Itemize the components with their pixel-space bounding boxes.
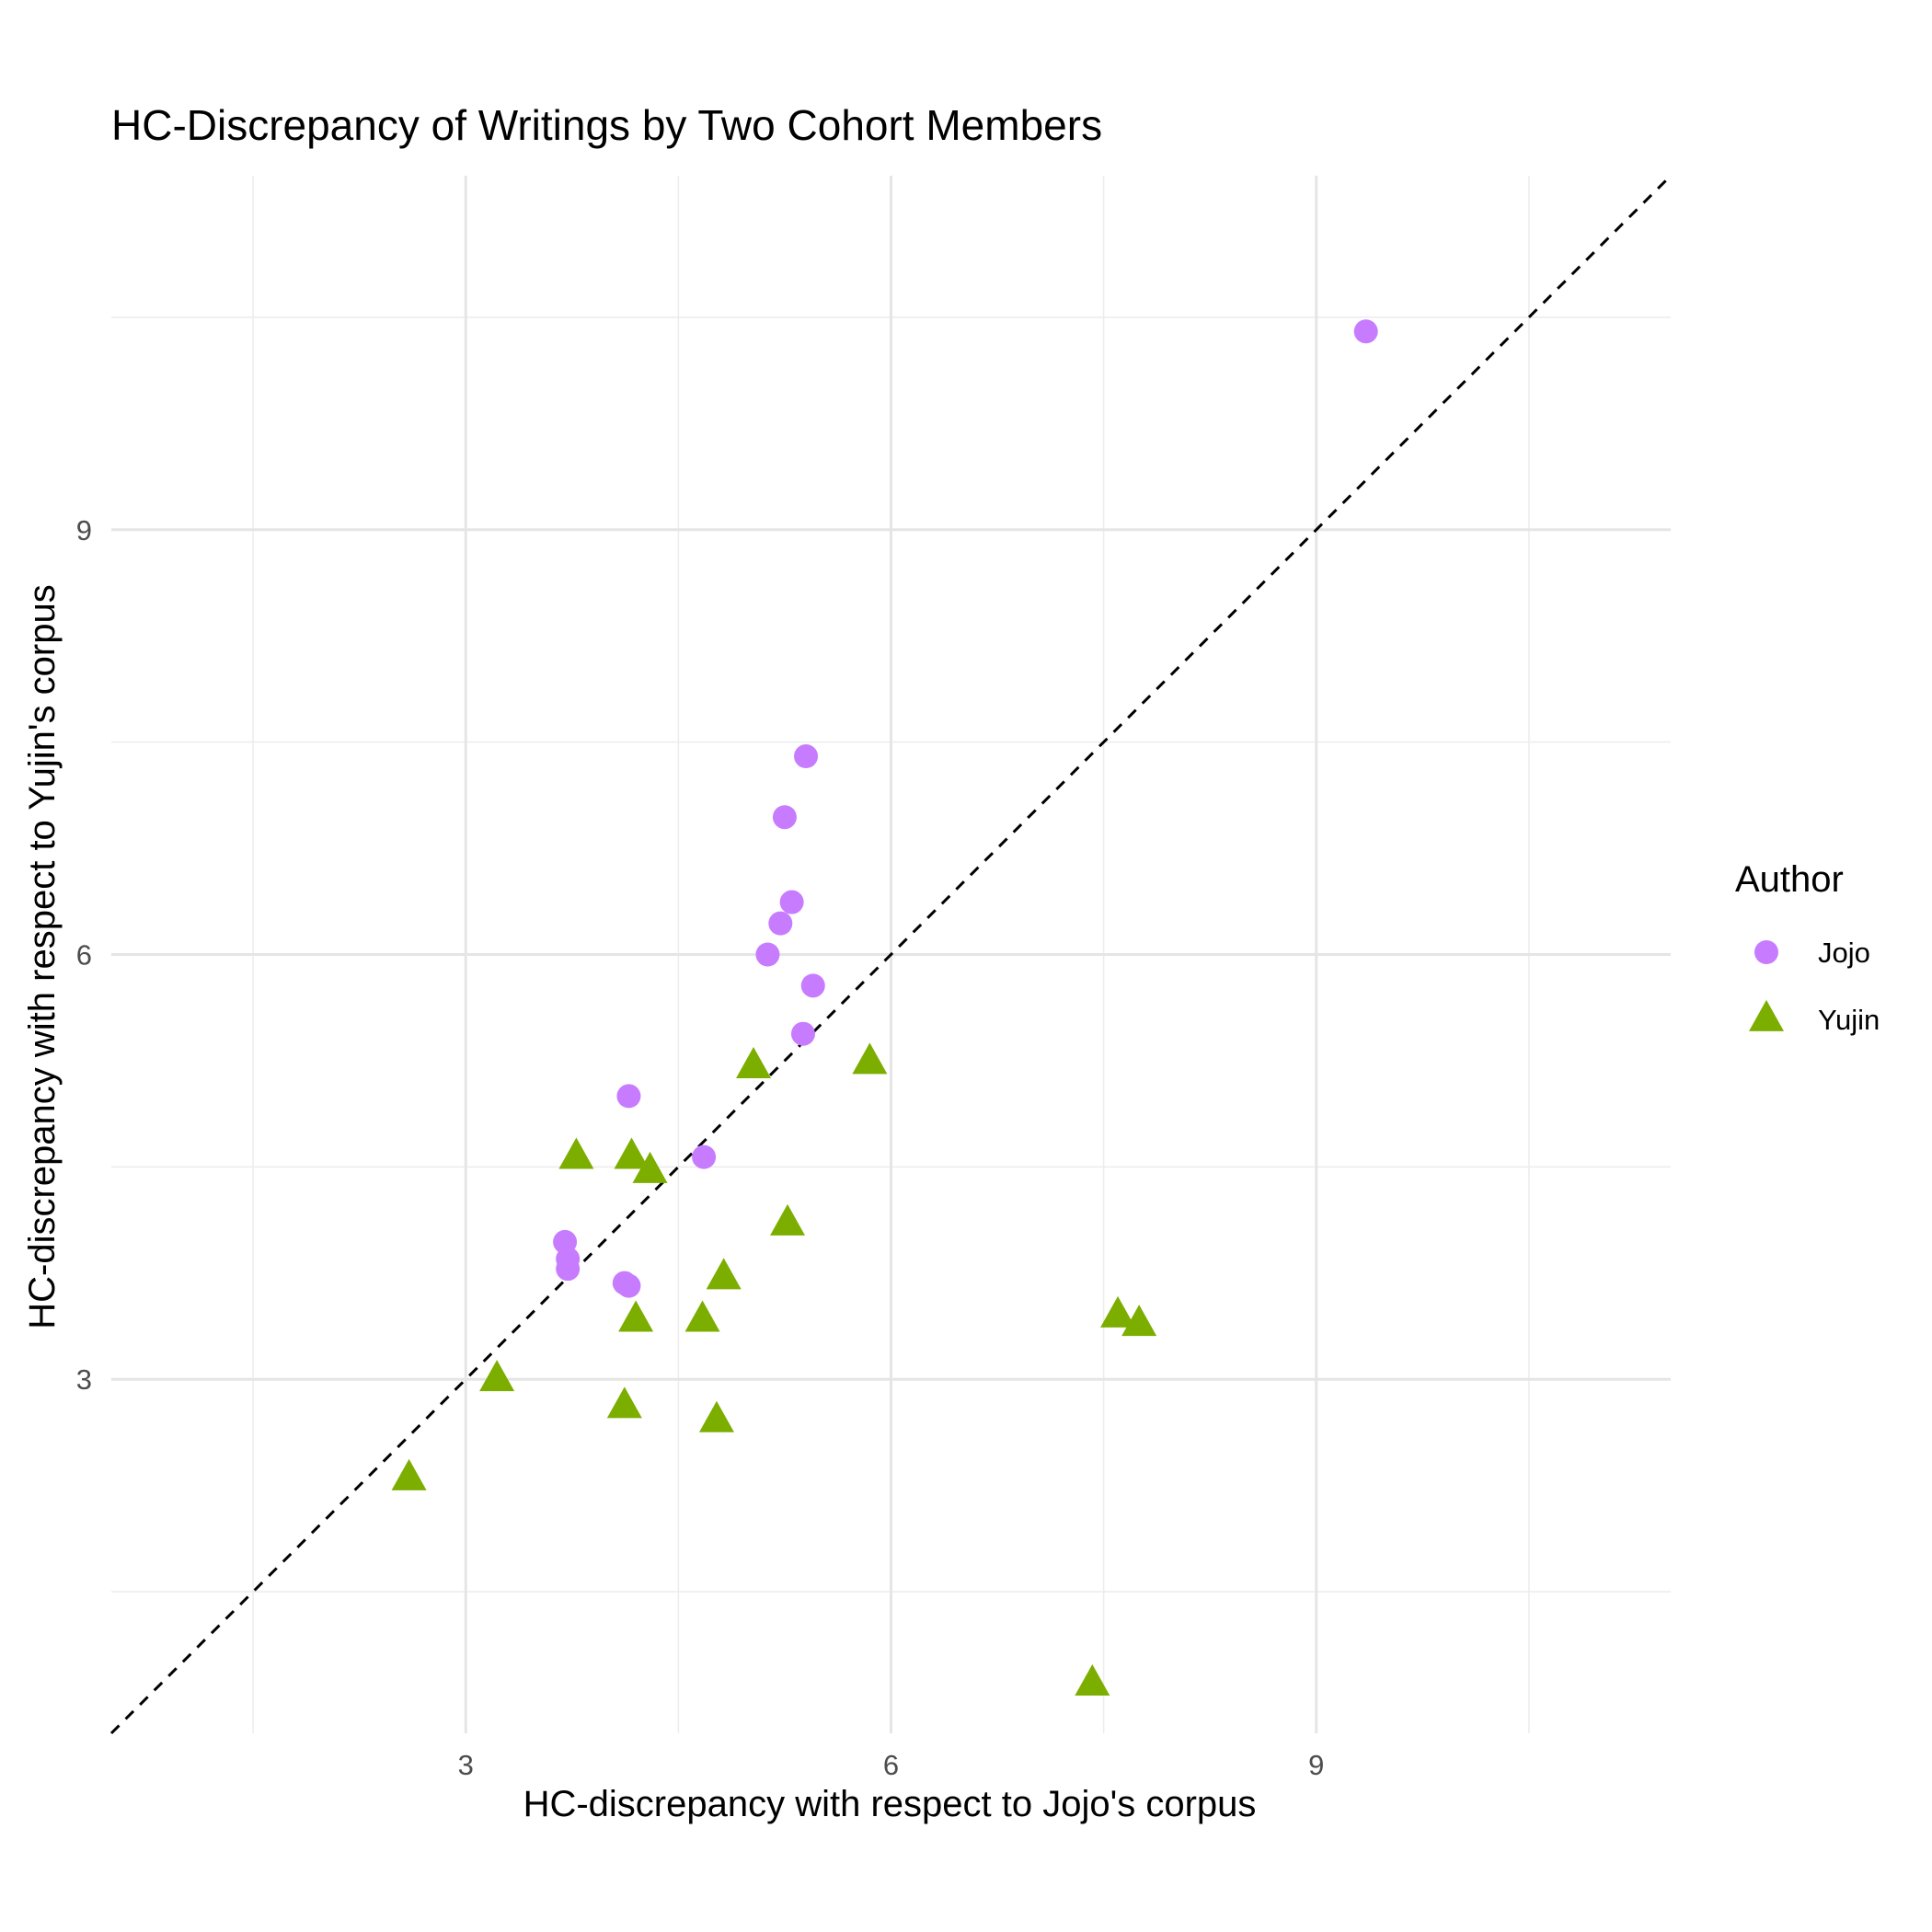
series-jojo xyxy=(553,319,1378,1298)
data-point-jojo xyxy=(692,1144,717,1169)
data-point-yujin xyxy=(684,1300,720,1332)
data-point-jojo xyxy=(794,744,819,769)
x-tick-label: 9 xyxy=(1308,1749,1324,1781)
legend-item-yujin: Yujin xyxy=(1749,999,1880,1036)
series-yujin xyxy=(391,1042,1157,1696)
legend-key-yujin xyxy=(1749,999,1784,1031)
data-point-yujin xyxy=(632,1151,668,1183)
chart-title: HC-Discrepancy of Writings by Two Cohort… xyxy=(111,101,1102,149)
data-point-jojo xyxy=(1353,319,1378,344)
data-point-yujin xyxy=(391,1458,427,1490)
y-axis-title: HC-discrepancy with respect to Yujin's c… xyxy=(22,584,63,1328)
data-point-yujin xyxy=(479,1360,515,1392)
data-point-jojo xyxy=(772,805,797,830)
data-point-yujin xyxy=(618,1300,654,1332)
legend-label: Jojo xyxy=(1818,937,1870,969)
data-point-jojo xyxy=(768,911,793,936)
data-point-yujin xyxy=(770,1203,806,1236)
x-axis-title: HC-discrepancy with respect to Jojo's co… xyxy=(523,1784,1257,1824)
y-tick-label: 9 xyxy=(76,514,92,546)
x-tick-label: 6 xyxy=(883,1749,899,1781)
data-point-jojo xyxy=(800,973,825,998)
data-point-yujin xyxy=(698,1400,734,1432)
reference-line xyxy=(109,174,1673,1735)
data-point-yujin xyxy=(606,1386,642,1419)
data-point-yujin xyxy=(1075,1664,1110,1696)
data-point-yujin xyxy=(852,1042,888,1075)
data-point-jojo xyxy=(616,1084,641,1109)
legend: Author Jojo Yujin xyxy=(1735,859,1880,1036)
legend-key-jojo xyxy=(1754,940,1778,964)
y-tick-label: 6 xyxy=(76,939,92,972)
data-point-yujin xyxy=(1100,1295,1136,1328)
data-point-jojo xyxy=(556,1257,581,1282)
data-point-jojo xyxy=(779,890,804,914)
data-point-yujin xyxy=(706,1258,742,1290)
legend-title: Author xyxy=(1735,859,1844,900)
data-point-yujin xyxy=(558,1137,594,1169)
legend-item-jojo: Jojo xyxy=(1754,937,1870,969)
x-tick-label: 3 xyxy=(458,1749,474,1781)
data-points xyxy=(391,319,1378,1696)
data-point-jojo xyxy=(790,1021,815,1046)
reference-line-group xyxy=(109,174,1673,1735)
legend-label: Yujin xyxy=(1818,1004,1880,1036)
data-point-yujin xyxy=(736,1047,772,1079)
data-point-jojo xyxy=(616,1273,641,1298)
x-axis-ticks: 3 6 9 xyxy=(458,1749,1325,1781)
data-point-yujin xyxy=(614,1137,650,1169)
y-axis-ticks: 3 6 9 xyxy=(76,514,92,1396)
data-point-yujin xyxy=(1121,1305,1157,1337)
data-point-jojo xyxy=(755,942,780,967)
y-tick-label: 3 xyxy=(76,1363,92,1396)
